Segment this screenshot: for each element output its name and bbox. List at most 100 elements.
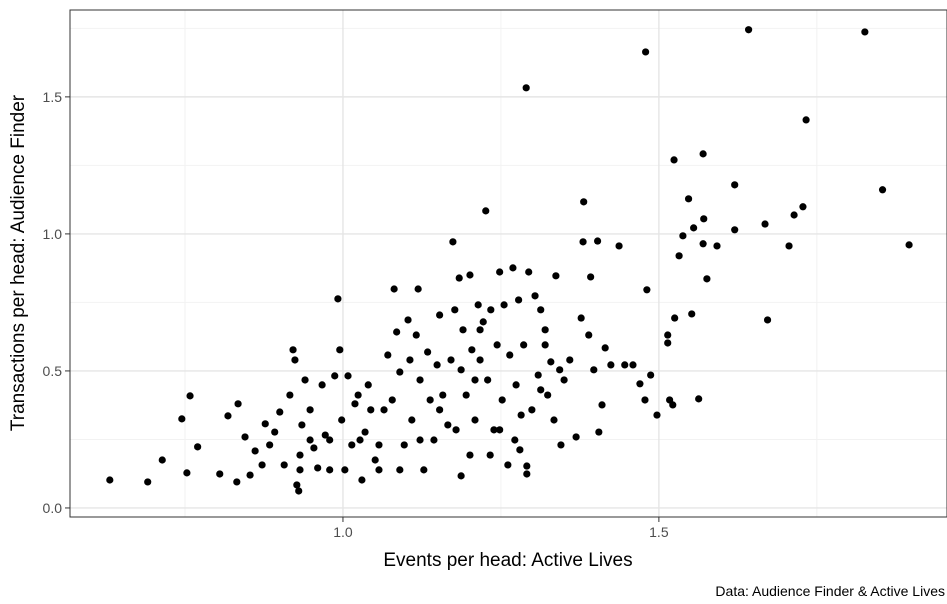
point bbox=[468, 346, 476, 354]
point bbox=[684, 195, 693, 203]
point bbox=[629, 361, 637, 369]
point bbox=[271, 428, 279, 436]
point bbox=[158, 456, 166, 464]
point bbox=[380, 406, 388, 414]
point bbox=[496, 426, 504, 434]
point bbox=[528, 406, 536, 414]
point bbox=[516, 446, 524, 454]
y-tick-label: 0.5 bbox=[43, 363, 63, 379]
point bbox=[436, 406, 444, 414]
point bbox=[531, 292, 539, 300]
point bbox=[406, 356, 414, 364]
point bbox=[296, 451, 304, 459]
point bbox=[306, 436, 314, 444]
point bbox=[364, 381, 372, 389]
point bbox=[457, 366, 465, 374]
point bbox=[416, 376, 424, 384]
point bbox=[703, 275, 711, 283]
point bbox=[348, 441, 356, 449]
point bbox=[396, 368, 404, 376]
point bbox=[479, 318, 487, 326]
point bbox=[356, 436, 364, 444]
point bbox=[186, 392, 194, 400]
point bbox=[496, 268, 504, 276]
point bbox=[367, 406, 375, 414]
point bbox=[484, 376, 492, 384]
point bbox=[642, 48, 650, 56]
point bbox=[541, 326, 549, 334]
point bbox=[595, 428, 603, 436]
point bbox=[761, 220, 769, 228]
point bbox=[534, 371, 542, 379]
point bbox=[679, 232, 687, 240]
point bbox=[106, 476, 114, 484]
point bbox=[500, 301, 508, 309]
point bbox=[745, 26, 753, 34]
point bbox=[280, 461, 288, 469]
point bbox=[444, 421, 452, 429]
point bbox=[178, 415, 186, 423]
point bbox=[512, 381, 520, 389]
point bbox=[433, 361, 441, 369]
point bbox=[700, 215, 708, 223]
point bbox=[326, 466, 334, 474]
point bbox=[621, 361, 629, 369]
point bbox=[585, 331, 593, 339]
point bbox=[341, 466, 349, 474]
point bbox=[291, 356, 299, 364]
point bbox=[552, 272, 560, 280]
point bbox=[587, 273, 595, 281]
point bbox=[476, 356, 484, 364]
point bbox=[466, 271, 474, 279]
point bbox=[861, 28, 869, 36]
point bbox=[321, 431, 329, 439]
y-axis-title: Transactions per head: Audience Finder bbox=[8, 94, 29, 431]
point bbox=[144, 478, 152, 486]
point bbox=[455, 274, 463, 282]
panel-border bbox=[69, 9, 947, 518]
point bbox=[344, 372, 352, 380]
point bbox=[580, 198, 588, 206]
point bbox=[537, 386, 545, 394]
point bbox=[572, 433, 580, 441]
point bbox=[404, 316, 412, 324]
point bbox=[416, 436, 424, 444]
point bbox=[310, 444, 318, 452]
point bbox=[490, 426, 498, 434]
point bbox=[799, 203, 807, 211]
point bbox=[358, 476, 366, 484]
point bbox=[388, 396, 396, 404]
point bbox=[375, 466, 383, 474]
point bbox=[295, 487, 303, 495]
point bbox=[400, 441, 408, 449]
point bbox=[566, 356, 574, 364]
point bbox=[556, 366, 564, 374]
point bbox=[802, 116, 810, 124]
point bbox=[474, 301, 482, 309]
point bbox=[669, 401, 677, 409]
point bbox=[601, 344, 609, 352]
point bbox=[522, 84, 530, 92]
point bbox=[293, 481, 301, 489]
point bbox=[675, 252, 683, 260]
point bbox=[670, 156, 678, 164]
point bbox=[537, 306, 545, 314]
point bbox=[296, 466, 304, 474]
point bbox=[690, 224, 698, 232]
point bbox=[326, 436, 334, 444]
point bbox=[577, 314, 585, 322]
point bbox=[276, 408, 284, 416]
point bbox=[466, 451, 474, 459]
point bbox=[731, 181, 739, 189]
point bbox=[447, 356, 455, 364]
point bbox=[664, 339, 672, 347]
point bbox=[493, 341, 501, 349]
point bbox=[607, 361, 615, 369]
point bbox=[351, 400, 359, 408]
point bbox=[476, 326, 484, 334]
x-axis-title: Events per head: Active Lives bbox=[383, 550, 632, 571]
point bbox=[615, 242, 623, 250]
point bbox=[424, 348, 432, 356]
point bbox=[487, 306, 495, 314]
